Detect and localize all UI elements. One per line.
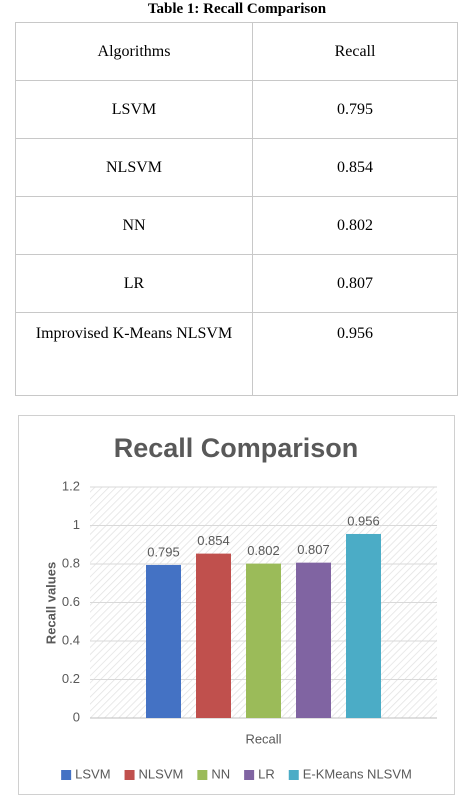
table-row: LSVM 0.795: [15, 80, 458, 139]
cell: Improvised K-Means NLSVM: [15, 312, 253, 396]
x-tick-label: Recall: [245, 731, 281, 746]
legend-label: LR: [258, 766, 275, 781]
y-tick-label: 1.2: [62, 478, 80, 493]
legend-label: NLSVM: [139, 766, 184, 781]
header-cell: Algorithms: [15, 22, 253, 81]
table-header: Algorithms Recall: [15, 22, 458, 81]
table-row: NN 0.802: [15, 196, 458, 255]
y-tick-label: 0: [73, 709, 80, 724]
y-tick-label: 0.2: [62, 671, 80, 686]
y-tick-label: 0.4: [62, 632, 80, 647]
y-axis-label: Recall values: [43, 562, 58, 644]
cell: LR: [15, 254, 253, 313]
legend-label: LSVM: [75, 766, 110, 781]
chart-title: Recall Comparison: [114, 433, 359, 463]
cell: 0.956: [252, 312, 458, 396]
bar: [196, 553, 231, 718]
cell: LSVM: [15, 80, 253, 139]
cell: 0.795: [252, 80, 458, 139]
legend-swatch: [244, 770, 255, 780]
legend-swatch: [288, 770, 299, 780]
chart: Recall Comparison Recall values 0 0.2 0.4 0…: [18, 415, 455, 795]
cell: NLSVM: [15, 138, 253, 197]
data-label: 0.795: [147, 544, 180, 559]
y-tick-label: 0.6: [62, 594, 80, 609]
bar: [296, 562, 331, 718]
legend-swatch: [197, 770, 208, 780]
header-cell: Recall: [252, 22, 458, 81]
legend-swatch: [61, 770, 72, 780]
cell: NN: [15, 196, 253, 255]
data-label: 0.956: [347, 513, 380, 528]
data-label: 0.854: [197, 533, 230, 548]
table-row: Improvised K-Means NLSVM 0.956: [15, 312, 458, 396]
table-row: NLSVM 0.854: [15, 138, 458, 197]
cell: 0.807: [252, 254, 458, 313]
table-caption: Table 1: Recall Comparison: [147, 1, 327, 17]
cell: 0.802: [252, 196, 458, 255]
bar: [246, 563, 281, 718]
cell: 0.854: [252, 138, 458, 197]
y-tick-label: 0.8: [62, 555, 80, 570]
bar: [146, 564, 181, 718]
data-label: 0.802: [247, 543, 280, 558]
table-row: LR 0.807: [15, 254, 458, 313]
y-tick-label: 1: [73, 517, 80, 532]
legend-label: NN: [211, 766, 230, 781]
legend-swatch: [124, 770, 135, 780]
table: Algorithms Recall LSVM 0.795 NLSVM 0.854 NN…: [15, 22, 458, 396]
data-label: 0.807: [297, 542, 330, 557]
bar: [346, 533, 381, 718]
legend-label: E-KMeans NLSVM: [303, 766, 412, 781]
